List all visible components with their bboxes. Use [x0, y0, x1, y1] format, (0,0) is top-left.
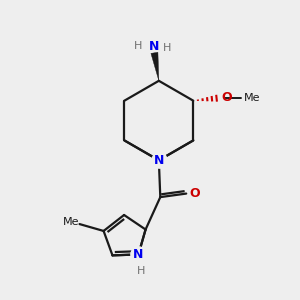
- Text: N: N: [154, 154, 164, 167]
- Text: N: N: [133, 248, 144, 261]
- Text: H: H: [163, 43, 171, 53]
- Text: O: O: [189, 187, 200, 200]
- Text: H: H: [134, 41, 142, 51]
- Polygon shape: [151, 52, 159, 81]
- Text: N: N: [149, 40, 160, 53]
- Text: H: H: [137, 266, 146, 276]
- Text: Me: Me: [63, 217, 80, 227]
- Text: Me: Me: [244, 93, 260, 103]
- Text: O: O: [221, 91, 232, 104]
